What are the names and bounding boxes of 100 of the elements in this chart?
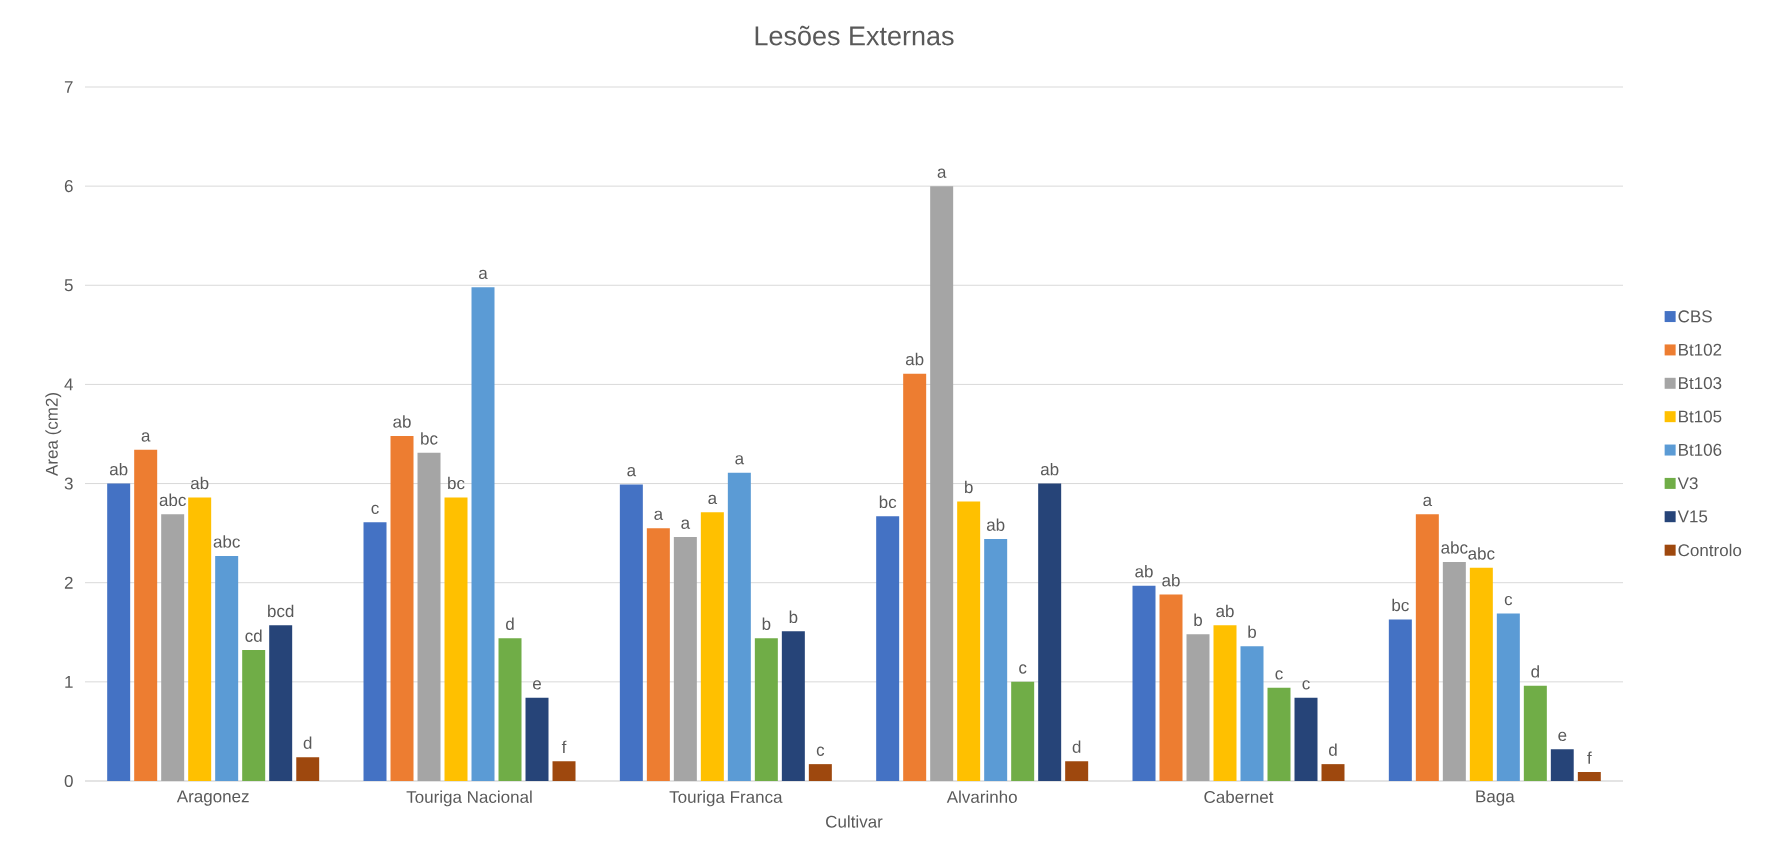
bar [808,764,832,781]
data-label: c [816,746,825,756]
legend-label: CBS [1678,310,1712,323]
data-label: ab [1040,462,1059,476]
legend-label: Bt105 [1679,410,1722,423]
data-label: ab [1135,565,1153,578]
bar [390,435,414,781]
data-label: ab [1216,604,1234,618]
data-label: c [1504,595,1513,606]
y-tick-label: 2 [64,576,73,589]
y-tick-label: 5 [64,279,73,292]
data-label: f [1587,751,1592,764]
y-tick-label: 7 [64,81,73,93]
data-label: ab [1162,573,1180,587]
bar [134,449,158,781]
bar [1159,594,1183,781]
bar [1550,749,1574,781]
x-tick-label: Baga [1476,790,1515,806]
data-label: abc [213,535,240,548]
bar [781,631,805,781]
data-label: bc [879,495,897,509]
bar [754,638,778,781]
bar [417,452,441,781]
data-label: ab [393,415,411,428]
data-label: bc [421,432,438,445]
bar [903,373,927,781]
bar [1321,764,1345,781]
bar [525,697,549,781]
x-axis-title: Cultivar [826,815,883,828]
y-axis-title: Area (cm2) [45,393,62,476]
bar [161,514,185,781]
data-label: d [1329,743,1337,756]
bar [1415,514,1439,781]
data-label: cd [245,629,262,642]
bar [930,186,954,781]
data-label: b [1248,625,1257,638]
bar [984,539,1008,781]
bar [957,501,981,781]
data-label: a [937,168,947,178]
bar [1065,761,1089,781]
bar [619,484,643,781]
x-tick-label: Alvarinho [946,790,1017,804]
data-label: bcd [268,604,294,618]
data-label: ab [190,476,209,490]
bar [1388,619,1412,781]
data-label: d [303,736,312,749]
data-label: c [1302,680,1310,690]
legend-label: Bt103 [1679,377,1722,390]
y-tick-label: 4 [64,378,73,391]
y-tick-label: 1 [65,675,73,688]
data-label: d [1072,740,1081,753]
bar [188,497,212,781]
data-label: d [1531,665,1539,678]
data-label: a [681,519,691,529]
data-label: bc [448,476,465,490]
bar [1577,772,1601,781]
legend-label: Bt106 [1679,443,1722,456]
data-label: ab [905,352,924,366]
bar [242,650,266,781]
data-label: c [1275,670,1283,680]
bar [269,625,293,781]
data-label: b [789,610,798,624]
bar [1186,634,1210,781]
bar [876,516,900,781]
bar [552,761,576,781]
bar [1442,561,1466,781]
data-label: abc [159,493,186,507]
data-label: a [654,510,664,520]
data-label: ab [986,518,1005,531]
data-label: a [479,269,488,280]
data-label: a [141,432,151,442]
y-tick-label: 6 [64,180,73,193]
data-label: abc [1441,541,1468,554]
bar [700,512,724,781]
bar [1240,646,1264,781]
bar [673,537,697,781]
data-label: a [708,494,718,505]
legend-label: V15 [1677,510,1708,523]
bar [1213,625,1237,781]
bar [1294,697,1318,781]
bar [498,638,522,781]
data-label: a [1423,496,1433,507]
data-label: a [735,455,745,465]
data-label: abc [1468,547,1495,560]
legend-label: Bt102 [1679,343,1722,356]
bar [1011,681,1035,781]
data-label: f [561,740,567,753]
bar [646,528,670,781]
bar [296,757,320,781]
bar [215,555,239,781]
bar [363,522,387,781]
bar [1523,685,1547,781]
y-tick-label: 0 [64,774,73,788]
data-label: b [1194,613,1203,627]
data-label: ab [109,462,128,476]
bar [1496,613,1520,781]
bar [1469,567,1493,781]
data-label: b [965,480,973,494]
x-tick-label: Aragonez [176,790,249,806]
chart-title: Lesões Externas [755,25,954,46]
